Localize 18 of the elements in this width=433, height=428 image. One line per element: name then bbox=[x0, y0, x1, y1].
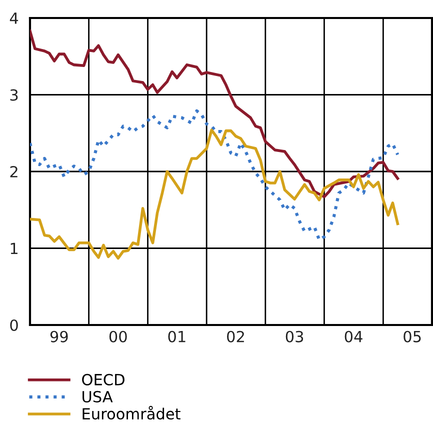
y-tick-label: 0 bbox=[10, 319, 18, 332]
x-tick-label: 02 bbox=[227, 330, 244, 342]
x-tick-label: 01 bbox=[168, 330, 186, 342]
x-tick-label: 05 bbox=[404, 330, 421, 342]
y-tick-label: 3 bbox=[10, 89, 18, 101]
y-tick-label: 4 bbox=[10, 12, 18, 24]
x-tick-label: 99 bbox=[50, 330, 68, 342]
line-series bbox=[30, 109, 400, 242]
y-tick-label: 2 bbox=[10, 166, 18, 178]
line-series bbox=[30, 30, 400, 198]
y-tick-label: 1 bbox=[10, 242, 18, 254]
legend-label: Euroområdet bbox=[82, 406, 180, 420]
x-tick-label: 03 bbox=[286, 330, 304, 342]
x-tick-label: 00 bbox=[109, 330, 127, 342]
x-tick-label: 04 bbox=[344, 330, 362, 342]
legend-label: USA bbox=[82, 390, 113, 402]
line-series bbox=[30, 128, 400, 260]
legend-label: OECD bbox=[82, 374, 124, 386]
